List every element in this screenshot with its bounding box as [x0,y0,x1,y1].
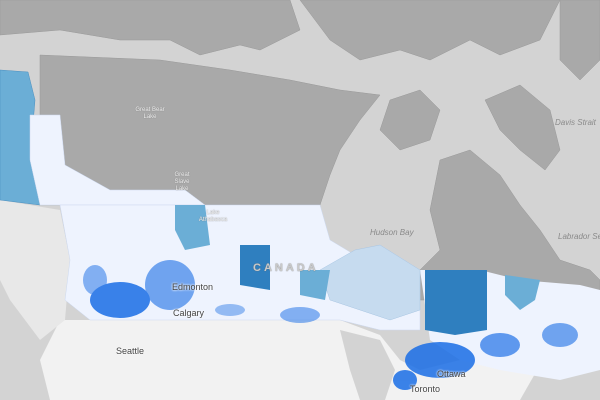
label-text: Labrador Sea [558,232,600,241]
label-edmonton[interactable]: Edmonton [172,282,213,292]
region-ontario-mid[interactable] [300,270,330,300]
region-alberta-north[interactable] [175,205,210,250]
label-text: Hudson Bay [370,228,414,237]
region-northern-quebec[interactable] [425,270,487,335]
label-text: Great Slave Lake [174,172,190,192]
label-hudson-bay: Hudson Bay [370,228,414,237]
label-ottawa[interactable]: Ottawa [437,369,466,379]
label-text: Seattle [116,346,145,356]
great-lakes [340,330,395,400]
label-toronto[interactable]: Toronto [410,384,440,394]
arctic-land [0,0,600,301]
label-lake-athabasca: Lake Athabasca [195,210,231,224]
label-text: Ottawa [437,369,466,379]
bc-coast [0,200,70,340]
region-labrador[interactable] [505,275,540,310]
label-great-bear-lake: Great Bear Lake [130,107,170,121]
label-great-slave-lake: Great Slave Lake [168,172,196,193]
region-northern-saskatchewan[interactable] [240,245,270,290]
label-text: Calgary [173,308,205,318]
dense-areas [83,260,578,390]
label-text: Davis Strait [555,118,596,127]
label-davis-strait: Davis Strait [555,118,596,127]
label-text: Great Bear Lake [135,107,165,120]
label-calgary[interactable]: Calgary [173,308,204,318]
label-labrador-sea: Labrador Sea [558,232,600,241]
label-text: CANADA [253,262,319,274]
label-text: Lake Athabasca [198,210,228,223]
label-seattle[interactable]: Seattle [116,346,144,356]
region-nwt-south[interactable] [29,114,206,206]
label-country: CANADA [253,262,319,274]
label-text: Toronto [410,384,441,394]
label-text: Edmonton [172,282,214,292]
